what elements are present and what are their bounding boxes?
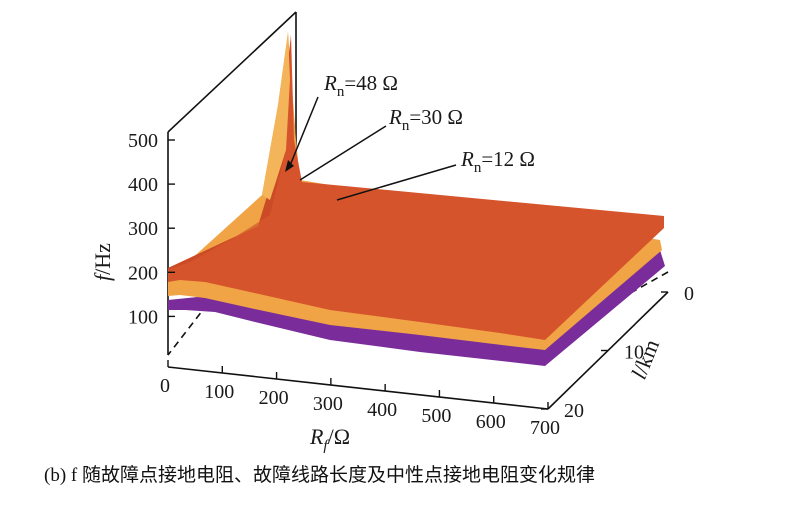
x-tick-label: 300 — [313, 393, 343, 415]
annotation-rn-30-value: =30 Ω — [409, 105, 463, 129]
annotation-leader-rn-30 — [299, 125, 387, 181]
annotation-rn-30-sub: n — [402, 118, 410, 134]
annotation-rn-48-value: =48 Ω — [344, 71, 398, 95]
z-tick-label: 400 — [128, 174, 158, 196]
surface-rn-12 — [168, 35, 664, 340]
x-tick-label: 200 — [259, 387, 289, 409]
annotation-rn-12-sub: n — [474, 160, 482, 176]
x-axis-label: Rf/Ω — [309, 424, 350, 454]
z-tick-label: 200 — [128, 262, 158, 284]
annotation-rn-30: Rn=30 Ω — [388, 105, 463, 134]
x-tick-label: 100 — [204, 381, 234, 403]
x-axis-sub: f — [323, 438, 329, 454]
box-edge-floor-back — [167, 189, 297, 356]
annotation-rn-12-value: =12 Ω — [481, 147, 535, 171]
z-tick-label: 300 — [128, 218, 158, 240]
x-tick-label: 400 — [367, 399, 397, 421]
annotation-rn-48: Rn=48 Ω — [323, 71, 398, 100]
annotation-rn-30-symbol: R — [388, 105, 402, 129]
z-axis-unit: /Hz — [90, 243, 115, 275]
z-tick-label: 500 — [128, 130, 158, 152]
x-tick-label: 600 — [476, 411, 506, 433]
x-tick-label: 500 — [421, 405, 451, 427]
z-tick-label: 100 — [128, 306, 158, 328]
box-edge-floor-right — [617, 271, 669, 301]
x-tick-label: 0 — [160, 375, 170, 397]
z-axis-symbol: f — [90, 272, 115, 281]
z-axis-label: f/Hz — [90, 243, 115, 281]
surfaces — [168, 32, 665, 366]
box-edge-floor-front — [167, 366, 549, 410]
figure-caption: (b) f 随故障点接地电阻、故障线路长度及中性点接地电阻变化规律 — [44, 465, 595, 486]
annotation-arrowhead-rn-48 — [285, 160, 294, 172]
surface-rn-30-peak-highlight — [262, 32, 290, 200]
y-tick-label: 10 — [624, 342, 644, 364]
z-axis: 100 200 300 400 500 f/Hz — [90, 130, 175, 328]
annotation-rn-48-symbol: R — [323, 71, 337, 95]
x-axis-symbol: R — [309, 424, 324, 449]
annotation-rn-48-sub: n — [337, 84, 345, 100]
y-tick-label: 20 — [564, 400, 584, 422]
annotation-rn-12: Rn=12 Ω — [460, 147, 535, 176]
annotation-rn-12-symbol: R — [460, 147, 474, 171]
y-tick-label: 0 — [684, 283, 694, 305]
box-edge-back-top — [167, 11, 297, 133]
x-axis: 0 100 200 300 400 500 600 700 Rf/Ω — [160, 360, 560, 454]
annotation-leader-rn-48 — [288, 96, 319, 169]
annotation-leader-rn-12 — [336, 164, 457, 201]
annotations: Rn=48 Ω Rn=30 Ω Rn=12 Ω — [285, 71, 535, 201]
x-axis-unit: /Ω — [328, 424, 350, 449]
x-tick-label: 700 — [530, 417, 560, 439]
